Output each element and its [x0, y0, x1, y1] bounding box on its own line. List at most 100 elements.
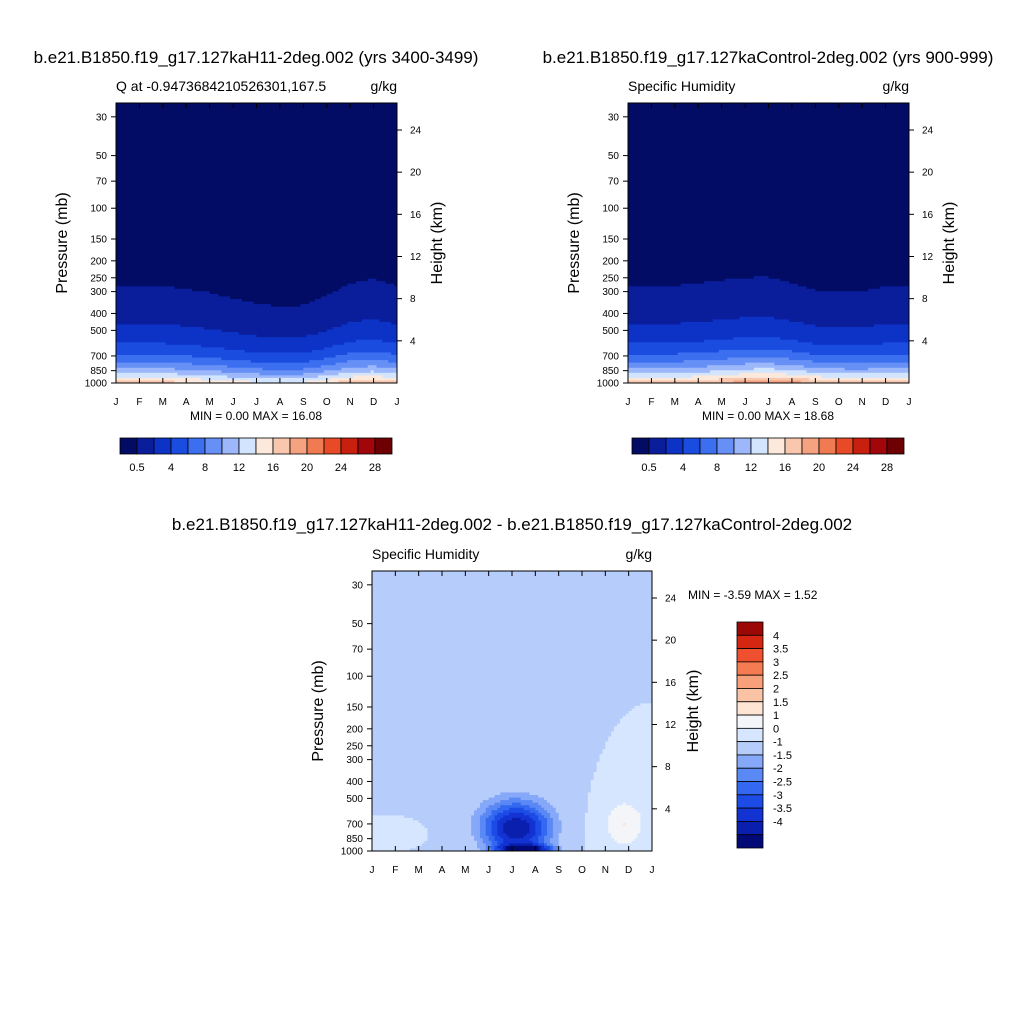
contour-cell: [506, 820, 528, 824]
pressure-tick-label: 500: [90, 326, 107, 337]
contour-cell: [628, 296, 909, 300]
contour-cell: [372, 672, 652, 676]
contour-cell: [535, 833, 542, 837]
contour-cell: [116, 164, 397, 168]
contour-cell: [500, 843, 510, 847]
contour-cell: [625, 802, 652, 806]
contour-cell: [544, 840, 551, 844]
contour-cell: [372, 751, 604, 755]
colorbar-box: [631, 437, 650, 455]
colorbar-box: [736, 634, 764, 649]
colorbar-label: -4: [773, 816, 783, 828]
contour-cell: [617, 723, 652, 727]
contour-cell: [116, 324, 181, 328]
contour-cell: [503, 845, 507, 850]
contour-cell: [628, 255, 909, 259]
contour-cell: [561, 828, 586, 832]
contour-cell: [479, 805, 490, 809]
contour-cell: [608, 736, 652, 740]
contour-cell: [584, 812, 612, 816]
contour-cell: [372, 621, 652, 626]
contour-cell: [593, 774, 652, 778]
contour-cell: [541, 825, 548, 829]
contour-cell: [541, 828, 548, 832]
contour-cell: [116, 197, 397, 201]
contour-cell: [549, 845, 554, 850]
contour-cell: [596, 769, 652, 773]
height-tick-label: 20: [410, 168, 422, 179]
contour-cell: [806, 286, 881, 290]
contour-cell: [192, 355, 337, 359]
colorbar-box: [736, 661, 764, 676]
contour-cell: [372, 665, 652, 669]
contour-cell: [372, 848, 411, 851]
contour-cell: [474, 810, 487, 814]
contour-cell: [494, 848, 501, 851]
contour-cell: [628, 151, 909, 155]
contour-plot-area: [371, 570, 653, 852]
contour-cell: [309, 360, 348, 364]
contour-cell: [116, 118, 397, 122]
contour-cell: [584, 835, 612, 839]
contour-cell: [520, 802, 539, 806]
contour-cell: [503, 810, 531, 814]
contour-cell: [471, 833, 481, 837]
contour-cell: [628, 222, 909, 226]
contour-cell: [628, 192, 909, 196]
contour-cell: [421, 843, 478, 847]
contour-cell: [116, 156, 397, 160]
colorbar-label: 12: [745, 462, 757, 474]
colorbar-label: -3.5: [773, 803, 792, 815]
colorbar-box: [357, 437, 376, 455]
contour-cell: [628, 240, 909, 244]
pressure-tick-label: 200: [602, 256, 619, 267]
contour-cell: [372, 624, 652, 628]
contour-cell: [541, 820, 548, 824]
contour-cell: [116, 291, 211, 295]
contour-cell: [774, 316, 909, 320]
colorbar-label: 4: [680, 462, 686, 474]
month-tick-label: J: [231, 397, 236, 408]
contour-cell: [372, 731, 612, 735]
colorbar-box: [736, 807, 764, 822]
contour-cell: [116, 227, 397, 231]
contour-cell: [879, 286, 909, 290]
contour-cell: [780, 278, 909, 282]
contour-cell: [561, 845, 586, 850]
contour-cell: [372, 736, 609, 740]
colorbar-box: [733, 437, 752, 455]
contour-cell: [372, 835, 429, 839]
colorbar-label: -2: [773, 763, 783, 775]
contour-cell: [596, 761, 652, 766]
min-max-readout: MIN = -3.59 MAX = 1.52: [688, 588, 818, 602]
contour-cell: [332, 344, 397, 348]
month-tick-label: J: [370, 865, 375, 876]
contour-cell: [353, 375, 383, 379]
contour-cell: [116, 128, 397, 132]
contour-cell: [116, 316, 397, 320]
contour-cell: [372, 657, 652, 661]
contour-cell: [491, 828, 499, 832]
height-axis-title: Height (km): [429, 202, 446, 285]
contour-cell: [372, 789, 592, 794]
contour-cell: [427, 833, 472, 837]
pressure-tick-label: 700: [90, 351, 107, 362]
contour-cell: [628, 291, 909, 295]
panel-units-label: g/kg: [626, 546, 652, 562]
colorbar-box: [784, 437, 803, 455]
height-tick-label: 24: [410, 125, 422, 136]
contour-cell: [873, 324, 909, 328]
contour-cell: [538, 843, 545, 847]
contour-cell: [552, 805, 589, 809]
contour-cell: [474, 838, 484, 842]
contour-cell: [477, 840, 484, 844]
contour-cell: [471, 823, 481, 827]
contour-cell: [584, 845, 652, 850]
colorbar-label: 8: [202, 462, 208, 474]
contour-cell: [372, 609, 652, 613]
contour-cell: [745, 362, 775, 366]
contour-cell: [628, 362, 746, 366]
contour-cell: [541, 823, 548, 827]
height-tick-label: 12: [665, 720, 677, 731]
panel-control: b.e21.B1850.f19_g17.127kaControl-2deg.00…: [543, 48, 994, 474]
